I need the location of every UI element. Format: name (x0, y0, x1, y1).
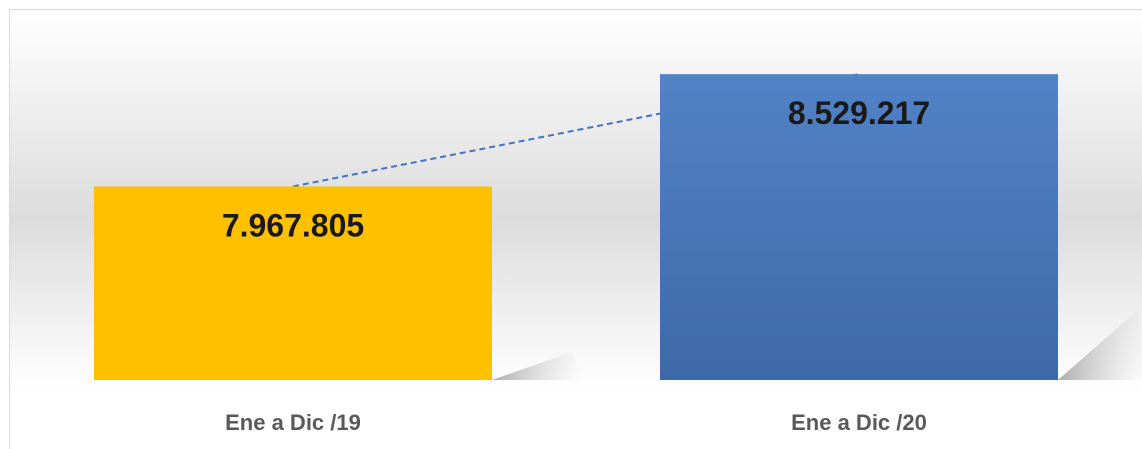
bar-shadows (492, 310, 1142, 380)
value-label-1: 7.967.805 (222, 207, 364, 243)
category-label-1: Ene a Dic /19 (225, 410, 361, 435)
bar-shadow (492, 352, 582, 380)
value-labels-group: 7.967.805 8.529.217 (222, 95, 930, 243)
category-labels-group: Ene a Dic /19 Ene a Dic /20 (225, 410, 927, 435)
chart-frame (9, 9, 1142, 449)
bar-2 (660, 74, 1058, 380)
bars-group (94, 74, 1058, 380)
bar-1 (94, 186, 492, 380)
category-label-2: Ene a Dic /20 (791, 410, 927, 435)
bar-shadow (1058, 310, 1142, 380)
value-label-2: 8.529.217 (788, 95, 930, 131)
